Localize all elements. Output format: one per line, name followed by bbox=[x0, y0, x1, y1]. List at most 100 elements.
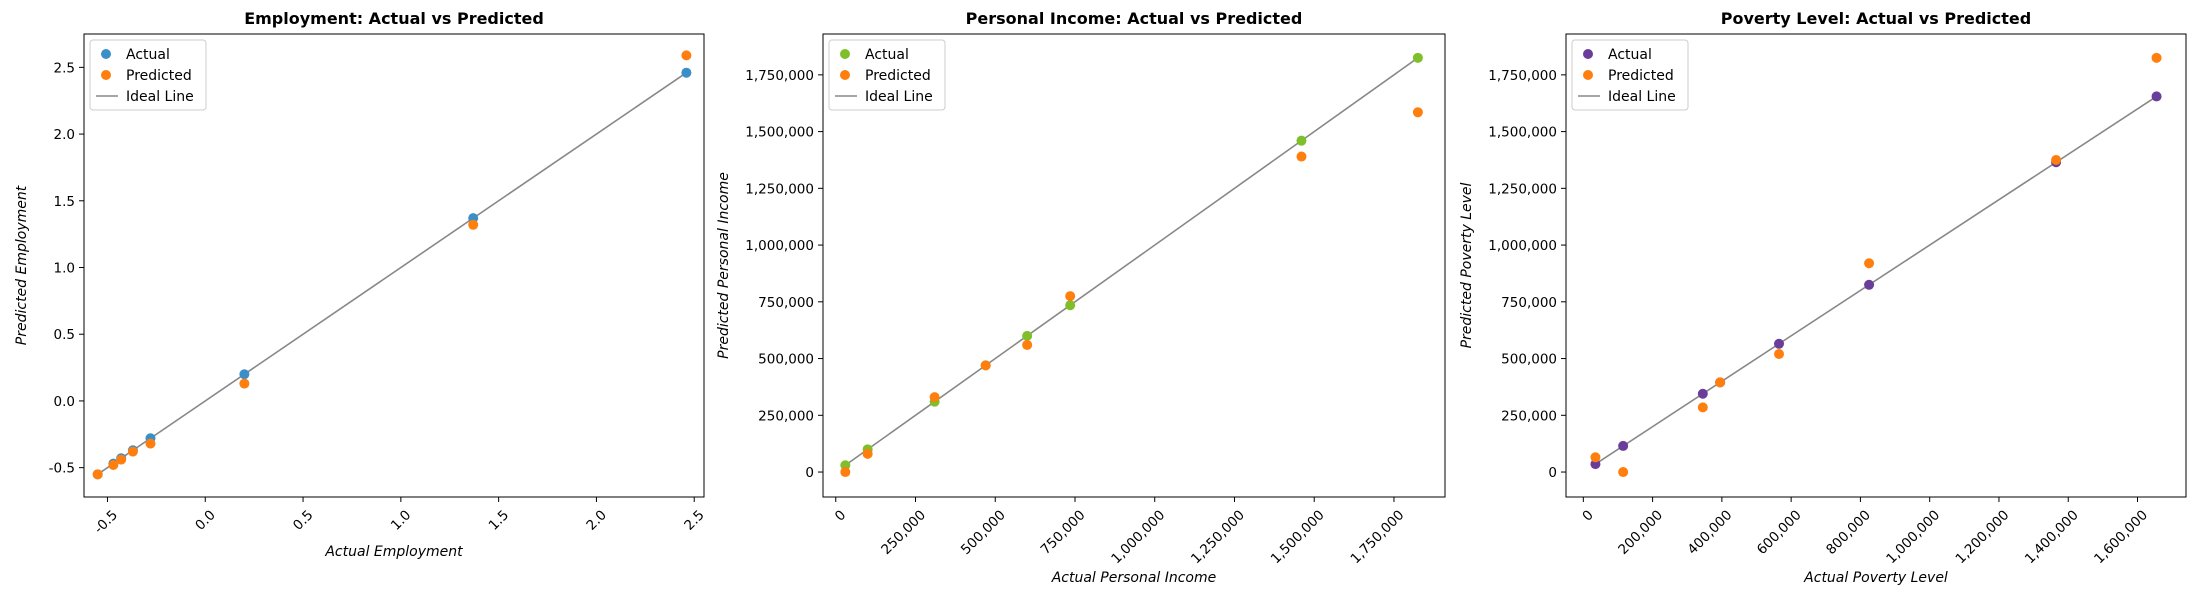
x-tick-label: 600,000 bbox=[1754, 507, 1805, 558]
legend: Actual Predicted Ideal Line bbox=[828, 39, 946, 111]
y-axis-label: Predicted Poverty Level bbox=[1459, 182, 1475, 348]
predicted-point bbox=[929, 392, 940, 403]
plot-frame bbox=[822, 33, 1446, 498]
x-tick-label: 1,000,000 bbox=[1108, 507, 1168, 567]
x-tick-label: -0.5 bbox=[91, 507, 121, 537]
x-axis-label: Actual Employment bbox=[324, 544, 463, 560]
x-axis-label: Actual Personal Income bbox=[1051, 570, 1217, 586]
y-tick-label: 2.5 bbox=[54, 60, 75, 76]
y-tick-label: 1.0 bbox=[54, 261, 75, 277]
x-tick-label: 2.0 bbox=[583, 507, 610, 534]
predicted-point bbox=[1715, 377, 1726, 388]
legend-predicted-label: Predicted bbox=[865, 68, 931, 84]
legend: Actual Predicted Ideal Line bbox=[1571, 39, 1689, 111]
y-tick-label: 1,000,000 bbox=[1488, 238, 1557, 254]
y-tick-label: 1,000,000 bbox=[745, 238, 814, 254]
predicted-point bbox=[145, 438, 156, 449]
x-tick-label: 250,000 bbox=[878, 507, 929, 558]
ideal-line bbox=[844, 57, 1419, 466]
y-tick-label: 750,000 bbox=[1501, 295, 1557, 311]
legend-actual-marker bbox=[840, 49, 850, 59]
y-axis-label: Predicted Employment bbox=[14, 185, 30, 345]
y-tick-label: 1.5 bbox=[54, 194, 75, 210]
legend-actual-marker bbox=[1583, 49, 1593, 59]
x-tick-label: 0 bbox=[832, 507, 849, 524]
legend-predicted-marker bbox=[1583, 70, 1593, 80]
x-tick-label: 1,000,000 bbox=[1883, 507, 1943, 567]
predicted-point bbox=[468, 219, 479, 230]
x-tick-label: 1,200,000 bbox=[1953, 507, 2013, 567]
predicted-point bbox=[1864, 258, 1875, 269]
predicted-point bbox=[2151, 52, 2162, 63]
legend-line-label: Ideal Line bbox=[865, 89, 933, 105]
predicted-point bbox=[2051, 154, 2062, 165]
plot-frame bbox=[1565, 33, 2187, 498]
predicted-point bbox=[1618, 467, 1629, 478]
y-tick-label: 250,000 bbox=[758, 408, 814, 424]
predicted-point bbox=[1412, 107, 1423, 118]
actual-point bbox=[681, 67, 692, 78]
predicted-point bbox=[1296, 151, 1307, 162]
actual-point bbox=[1022, 330, 1033, 341]
actual-point bbox=[1774, 338, 1785, 349]
legend-predicted-marker bbox=[840, 70, 850, 80]
x-tick-label: 0.5 bbox=[290, 507, 317, 534]
x-tick-label: 1,750,000 bbox=[1348, 507, 1408, 567]
x-tick-label: 400,000 bbox=[1685, 507, 1736, 558]
plot-frame bbox=[83, 33, 705, 498]
x-axis-label: Actual Poverty Level bbox=[1803, 570, 1948, 586]
legend-line-label: Ideal Line bbox=[126, 89, 194, 105]
y-tick-label: 0.0 bbox=[54, 394, 75, 410]
y-tick-label: 750,000 bbox=[758, 295, 814, 311]
legend-box bbox=[1571, 39, 1689, 111]
y-tick-label: 1,500,000 bbox=[1488, 125, 1557, 141]
actual-point bbox=[1697, 388, 1708, 399]
x-tick-label: 1.5 bbox=[486, 507, 513, 534]
actual-point bbox=[1412, 52, 1423, 63]
legend-box bbox=[89, 39, 207, 111]
predicted-point bbox=[1065, 291, 1076, 302]
y-tick-label: 1,500,000 bbox=[745, 125, 814, 141]
x-tick-label: 1.0 bbox=[388, 507, 415, 534]
predicted-point bbox=[1774, 349, 1785, 360]
employment-chart: Employment: Actual vs Predicted -0.5 0.0 0.… bbox=[14, 9, 708, 560]
legend-line-label: Ideal Line bbox=[1608, 89, 1676, 105]
y-tick-label: 500,000 bbox=[758, 352, 814, 368]
chart-title: Poverty Level: Actual vs Predicted bbox=[1721, 9, 2031, 28]
y-axis-label: Predicted Personal Income bbox=[716, 172, 732, 359]
x-tick-label: 1,400,000 bbox=[2022, 507, 2082, 567]
chart-title: Employment: Actual vs Predicted bbox=[244, 9, 544, 28]
actual-point bbox=[1864, 279, 1875, 290]
x-tick-label: 2.5 bbox=[681, 507, 708, 534]
legend-predicted-marker bbox=[101, 70, 111, 80]
x-tick-label: 200,000 bbox=[1615, 507, 1666, 558]
y-tick-label: -0.5 bbox=[49, 461, 75, 477]
x-tick-label: 0.0 bbox=[192, 507, 219, 534]
ideal-line bbox=[97, 72, 687, 475]
predicted-point bbox=[239, 378, 250, 389]
y-tick-label: 0 bbox=[805, 465, 814, 481]
legend-actual-label: Actual bbox=[126, 47, 170, 63]
predicted-point bbox=[108, 459, 119, 470]
predicted-point bbox=[840, 467, 851, 478]
predicted-point bbox=[1590, 452, 1601, 463]
ideal-line bbox=[1595, 95, 2157, 465]
legend-predicted-label: Predicted bbox=[126, 68, 192, 84]
predicted-point bbox=[980, 360, 991, 371]
y-tick-label: 1,250,000 bbox=[1488, 181, 1557, 197]
poverty-level-chart: Poverty Level: Actual vs Predicted 0 250,0… bbox=[1459, 9, 2187, 586]
x-tick-label: 0 bbox=[1579, 507, 1596, 524]
y-tick-label: 1,750,000 bbox=[745, 68, 814, 84]
y-tick-label: 0.5 bbox=[54, 327, 75, 343]
chart-title: Personal Income: Actual vs Predicted bbox=[966, 9, 1303, 28]
predicted-point bbox=[92, 469, 103, 480]
legend: Actual Predicted Ideal Line bbox=[89, 39, 207, 111]
legend-actual-marker bbox=[101, 49, 111, 59]
y-tick-label: 250,000 bbox=[1501, 408, 1557, 424]
legend-actual-label: Actual bbox=[1608, 47, 1652, 63]
actual-point bbox=[239, 369, 250, 380]
x-tick-label: 750,000 bbox=[1038, 507, 1089, 558]
predicted-point bbox=[862, 448, 873, 459]
actual-point bbox=[1618, 440, 1629, 451]
